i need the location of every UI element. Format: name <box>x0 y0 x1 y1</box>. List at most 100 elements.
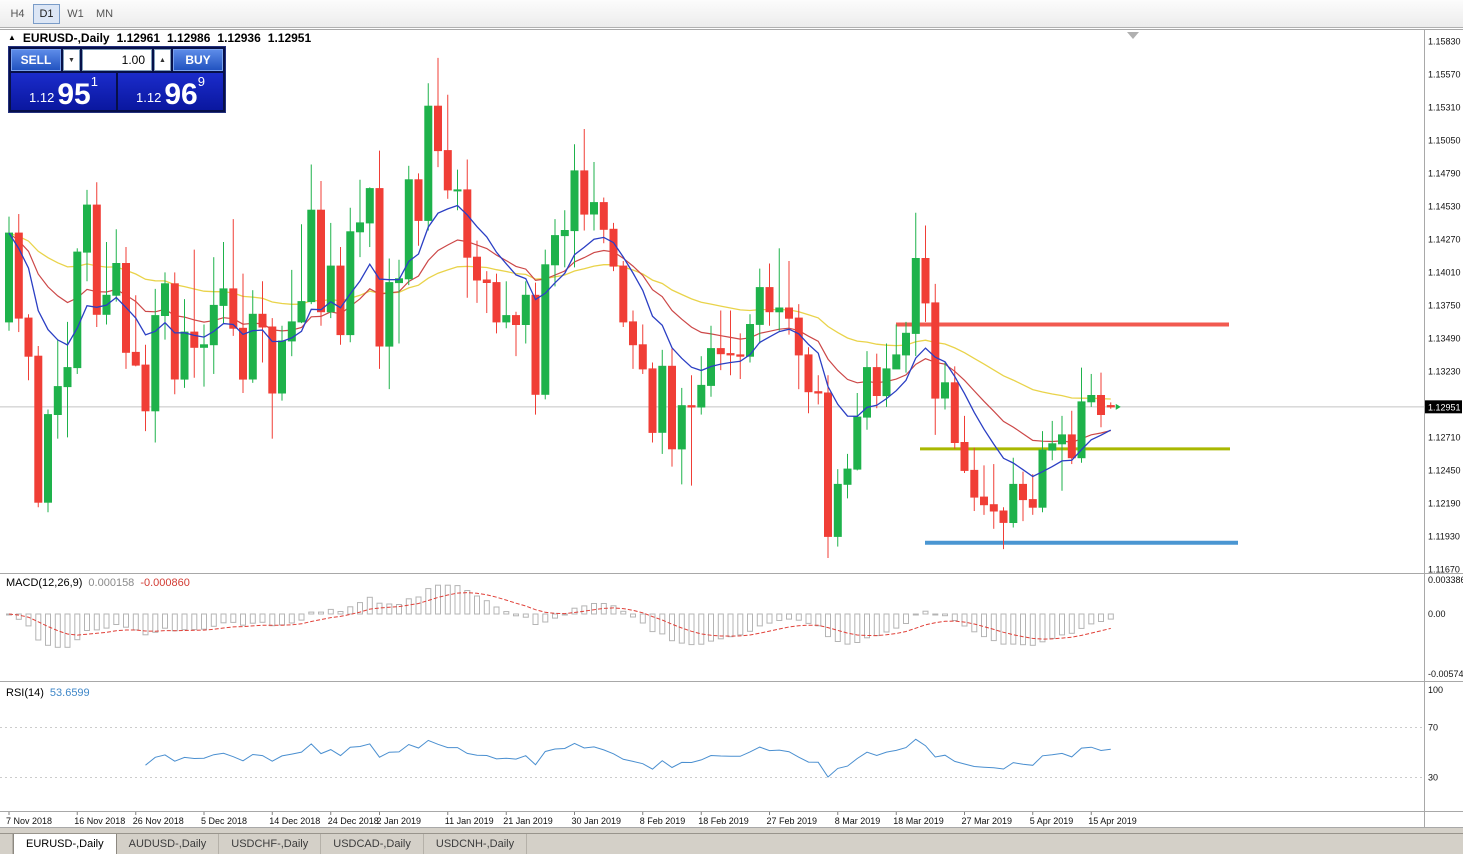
macd-bar <box>220 613 227 624</box>
macd-bar <box>308 611 315 615</box>
candle <box>141 364 150 412</box>
bid-price-button[interactable]: 1.12 95 1 <box>11 73 116 110</box>
timeframe-w1-button[interactable]: W1 <box>67 7 84 20</box>
macd-axis[interactable]: 0.003386 0.00 -0.00574 <box>1428 575 1463 679</box>
macd-bar <box>522 613 529 618</box>
candle <box>375 188 384 347</box>
ma-medium-line <box>8 232 1111 444</box>
chart-shift-marker-icon[interactable] <box>1127 32 1139 39</box>
candle <box>814 391 823 394</box>
bid-big-digits: 95 <box>57 77 91 111</box>
timeframe-h4-button[interactable]: H4 <box>10 7 25 20</box>
candle <box>794 317 803 356</box>
candle <box>53 386 62 416</box>
rsi-axis-label: 100 <box>1428 685 1443 695</box>
macd-bar <box>181 613 188 631</box>
volume-input[interactable] <box>82 49 152 71</box>
date-axis[interactable]: 7 Nov 2018 16 Nov 2018 26 Nov 2018 5 Dec 20… <box>6 812 1137 826</box>
macd-bar <box>981 613 987 638</box>
macd-bar <box>113 613 120 625</box>
ask-pip-digit: 9 <box>197 74 205 89</box>
macd-bar <box>747 613 753 632</box>
candle <box>34 355 43 503</box>
macd-bar <box>756 613 763 627</box>
macd-bar <box>84 613 90 631</box>
price-axis-label: 1.15830 <box>1428 36 1461 46</box>
tab-eurusd-daily[interactable]: EURUSD-,Daily <box>13 834 117 854</box>
macd-bar <box>298 613 305 621</box>
date-axis-label: 15 Apr 2019 <box>1088 816 1137 826</box>
bid-prefix: 1.12 <box>29 90 55 106</box>
volume-decrease-button[interactable]: ▼ <box>63 49 80 71</box>
timeframe-mn-button[interactable]: MN <box>95 7 114 20</box>
candle <box>746 324 754 357</box>
tabs-spacer <box>0 834 13 854</box>
macd-bar <box>142 613 149 636</box>
date-axis-label: 11 Jan 2019 <box>445 816 494 826</box>
macd-bar <box>444 584 451 615</box>
macd-bar <box>474 595 480 615</box>
date-axis-label: 27 Feb 2019 <box>767 816 818 826</box>
candle <box>785 307 793 319</box>
candle <box>1019 483 1027 501</box>
tab-usdcnh-daily[interactable]: USDCNH-,Daily <box>424 834 528 854</box>
date-axis-label: 5 Dec 2018 <box>201 816 247 826</box>
candle <box>970 469 979 498</box>
macd-bar <box>893 613 900 629</box>
candle <box>1087 395 1096 403</box>
macd-bar <box>503 611 510 615</box>
candle <box>531 294 540 395</box>
macd-bar <box>1010 613 1017 645</box>
volume-increase-button[interactable]: ▲ <box>154 49 171 71</box>
price-axis[interactable]: 1.15830 1.15570 1.15310 1.15050 1.14790 1.145… <box>1428 36 1461 574</box>
rsi-axis[interactable]: 100 70 30 <box>1428 685 1443 783</box>
tab-usdchf-daily[interactable]: USDCHF-,Daily <box>219 834 322 854</box>
macd-bar <box>610 605 617 615</box>
candle <box>843 468 852 485</box>
candle <box>112 263 121 296</box>
buy-button[interactable]: BUY <box>173 49 223 71</box>
chart-legend: ▲ EURUSD-,Daily 1.12961 1.12986 1.12936 … <box>8 31 311 45</box>
macd-bar <box>903 613 909 624</box>
candle <box>570 170 579 232</box>
macd-bar <box>1000 613 1007 645</box>
tab-audusd-daily[interactable]: AUDUSD-,Daily <box>117 834 220 854</box>
macd-bar <box>191 613 198 631</box>
macd-bar <box>152 613 159 633</box>
candle <box>755 287 764 325</box>
candle <box>853 416 862 470</box>
timeframe-toolbar: H4 D1 W1 MN <box>0 0 1463 28</box>
macd-bar <box>259 613 266 623</box>
rsi-line <box>145 738 1111 778</box>
price-axis-label: 1.14530 <box>1428 201 1461 211</box>
macd-bar <box>74 613 81 641</box>
timeframe-d1-button[interactable]: D1 <box>33 3 60 24</box>
macd-bar <box>201 613 207 630</box>
candle <box>170 283 179 380</box>
macd-bar <box>649 613 656 633</box>
candle <box>736 354 745 357</box>
macd-bar <box>561 613 568 616</box>
price-axis-label: 1.15050 <box>1428 135 1461 145</box>
price-axis-label: 1.13490 <box>1428 333 1461 343</box>
sell-button[interactable]: SELL <box>11 49 61 71</box>
one-click-controls-row: SELL ▼ ▲ BUY <box>11 49 223 71</box>
candle <box>307 209 316 303</box>
macd-bar <box>581 605 588 615</box>
macd-bar <box>542 613 549 623</box>
candle <box>882 368 891 397</box>
candle <box>687 405 696 408</box>
price-axis-label: 1.14010 <box>1428 267 1461 277</box>
macd-bar <box>210 613 217 627</box>
candle <box>872 367 881 397</box>
macd-bar <box>717 613 724 640</box>
macd-bar <box>425 588 432 615</box>
date-axis-label: 27 Mar 2019 <box>962 816 1013 826</box>
macd-bar <box>922 610 929 615</box>
macd-bar <box>279 613 285 626</box>
ask-price-button[interactable]: 1.12 96 9 <box>118 73 223 110</box>
candle <box>219 288 228 306</box>
tab-usdcad-daily[interactable]: USDCAD-,Daily <box>321 834 424 854</box>
macd-bar <box>659 613 666 635</box>
